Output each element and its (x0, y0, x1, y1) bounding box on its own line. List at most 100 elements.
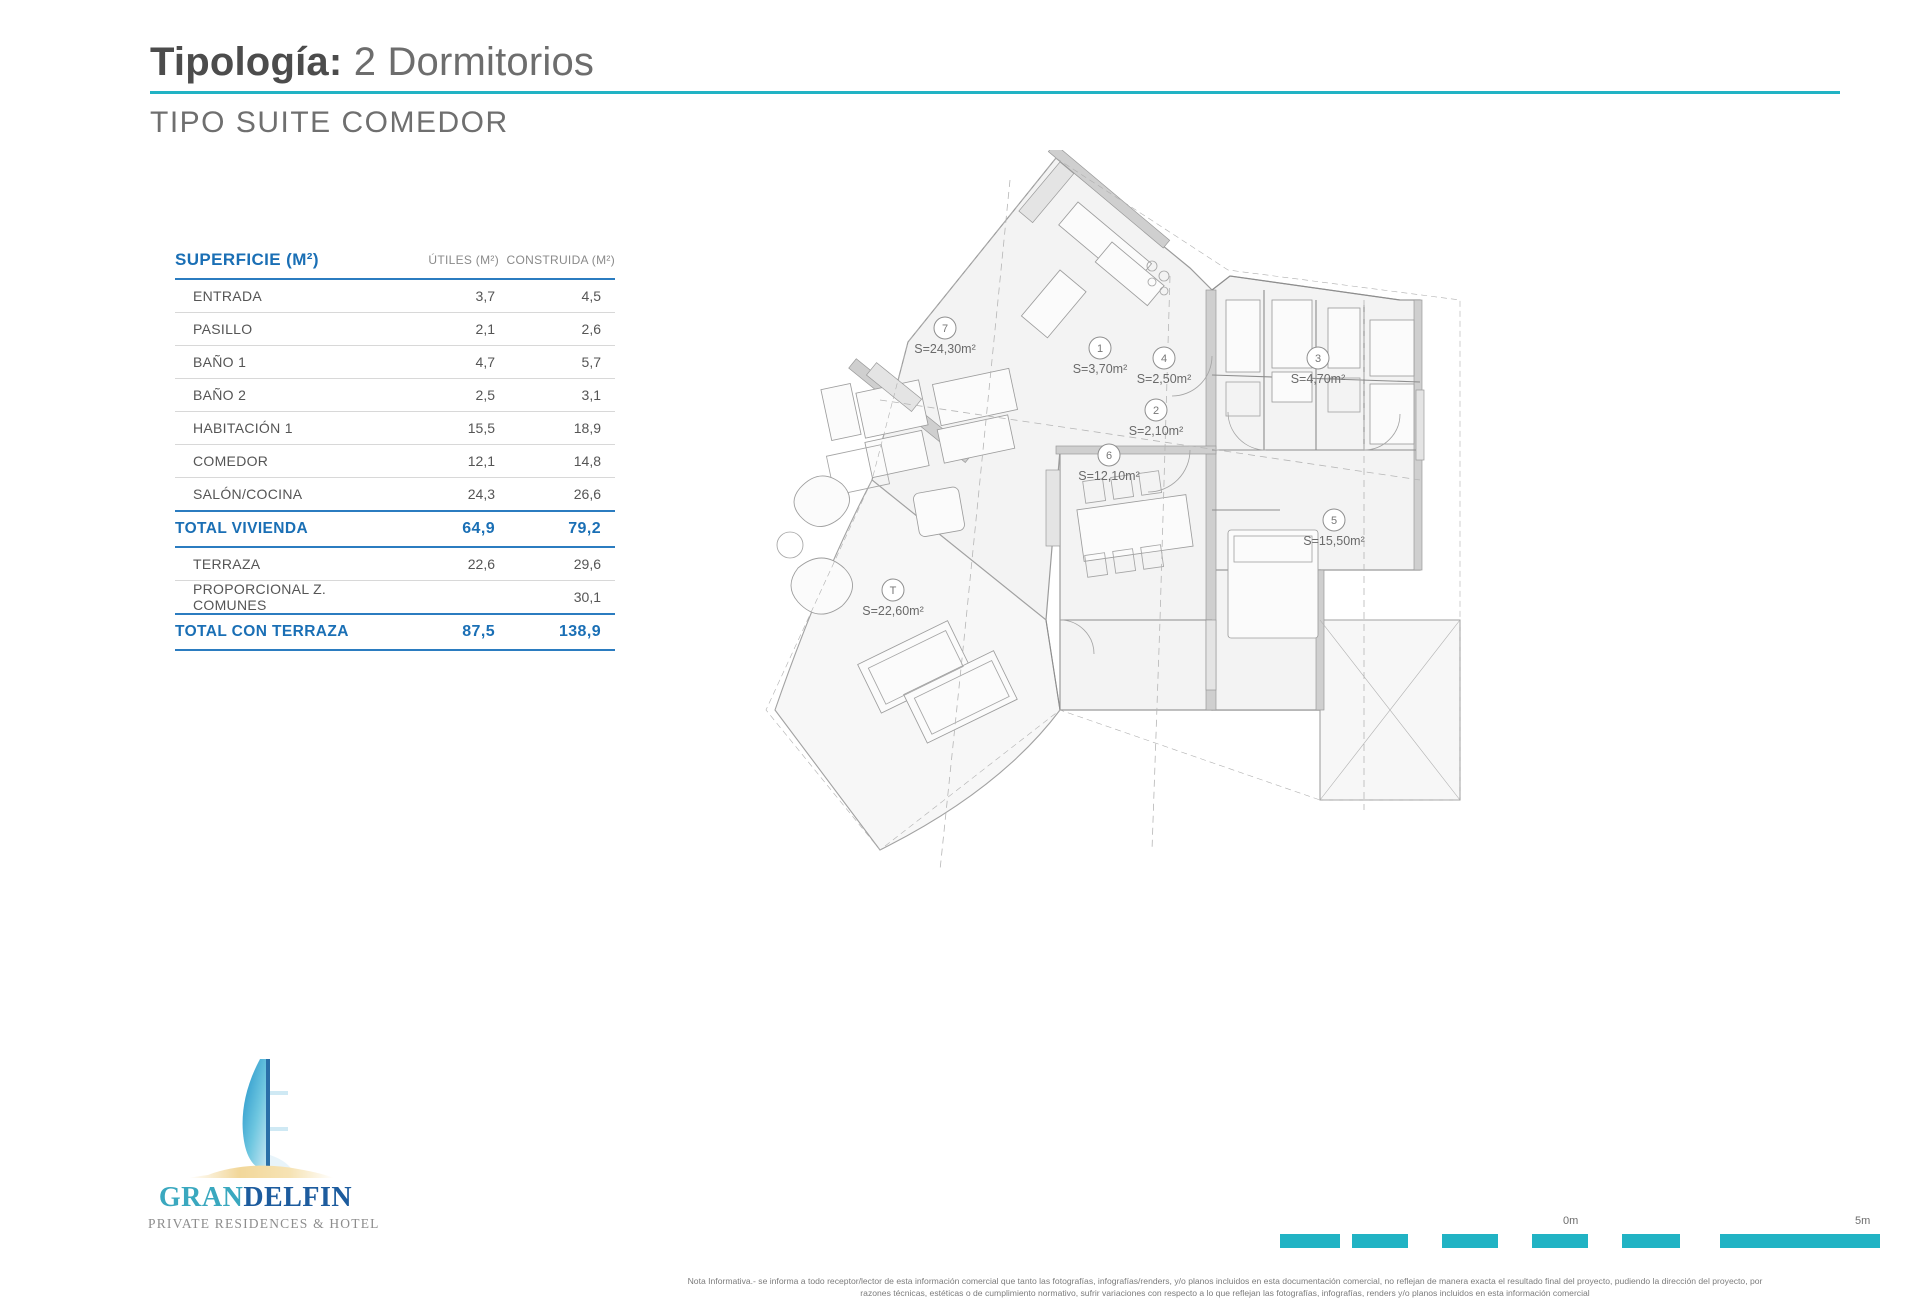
room-bubble (1322, 508, 1346, 532)
table-row: COMEDOR 12,1 14,8 (175, 444, 615, 478)
table-row: TERRAZA 22,6 29,6 (175, 547, 615, 581)
row-utiles: 4,7 (387, 345, 499, 379)
scale-gap (1408, 1234, 1442, 1248)
scale-gap (1340, 1234, 1352, 1248)
row-construida: 3,1 (499, 378, 615, 412)
scale-gap (1588, 1234, 1622, 1248)
room-bubble (1306, 346, 1330, 370)
table-row: SALÓN/COCINA 24,3 26,6 (175, 477, 615, 512)
room-number: 6 (1106, 450, 1112, 462)
row-construida: 79,2 (499, 510, 615, 548)
room-area: S=24,30m² (914, 342, 976, 356)
table-total-row: TOTAL VIVIENDA 64,9 79,2 (175, 510, 615, 548)
room-marker: T S=22,60m² (862, 578, 924, 618)
room-number: 3 (1315, 353, 1321, 365)
table-row: PASILLO 2,1 2,6 (175, 312, 615, 346)
row-utiles: 2,1 (387, 312, 499, 346)
row-construida: 26,6 (499, 477, 615, 512)
row-label: TOTAL VIVIENDA (175, 510, 387, 548)
table-header-row: SUPERFICIE (M²) ÚTILES (M²) CONSTRUIDA (… (175, 250, 615, 280)
title-divider (150, 91, 1840, 94)
row-label: BAÑO 1 (175, 345, 387, 379)
logo-tagline: PRIVATE RESIDENCES & HOTEL (148, 1216, 380, 1231)
room-number: 7 (942, 323, 948, 335)
row-label: ENTRADA (175, 279, 387, 313)
row-label: COMEDOR (175, 444, 387, 478)
row-label: TOTAL CON TERRAZA (175, 613, 387, 651)
row-utiles (387, 580, 499, 615)
row-utiles: 22,6 (387, 547, 499, 581)
room-number: 5 (1331, 515, 1337, 527)
row-construida: 4,5 (499, 279, 615, 313)
row-utiles: 2,5 (387, 378, 499, 412)
scale-start-label: 0m (1563, 1215, 1579, 1227)
row-construida: 30,1 (499, 580, 615, 615)
row-label: BAÑO 2 (175, 378, 387, 412)
scale-bar: 0m 5m (1280, 1215, 1880, 1248)
row-construida: 18,9 (499, 411, 615, 445)
logo-wordmark: GRANDELFIN (148, 1182, 363, 1214)
row-label: HABITACIÓN 1 (175, 411, 387, 445)
row-utiles: 24,3 (387, 477, 499, 512)
row-construida: 29,6 (499, 547, 615, 581)
table-body: ENTRADA 3,7 4,5 PASILLO 2,1 2,6 BAÑO 1 4,7 5,7 BA… (175, 279, 615, 651)
room-area: S=22,60m² (862, 604, 924, 618)
room-marker: 7 S=24,30m² (914, 316, 976, 356)
table-row: HABITACIÓN 1 15,5 18,9 (175, 411, 615, 445)
room-marker: 2 S=2,10m² (1129, 398, 1184, 438)
row-label: PASILLO (175, 312, 387, 346)
column-header-surface: SUPERFICIE (M²) (175, 250, 387, 280)
document-header: Tipología: 2 Dormitorios TIPO SUITE COME… (150, 40, 1850, 140)
title-light: 2 Dormitorios (353, 40, 595, 84)
table-total-row: TOTAL CON TERRAZA 87,5 138,9 (175, 613, 615, 651)
row-label: PROPORCIONAL Z. COMUNES (175, 580, 387, 615)
room-number: 1 (1097, 343, 1103, 355)
table-row: BAÑO 2 2,5 3,1 (175, 378, 615, 412)
row-construida: 138,9 (499, 613, 615, 651)
scale-segment (1622, 1234, 1680, 1248)
row-construida: 2,6 (499, 312, 615, 346)
room-area: S=12,10m² (1078, 469, 1140, 483)
sail-icon (148, 1055, 363, 1180)
scale-segment (1442, 1234, 1498, 1248)
scale-segment (1280, 1234, 1340, 1248)
scale-track (1280, 1234, 1880, 1248)
room-area: S=3,70m² (1073, 362, 1128, 376)
row-utiles: 15,5 (387, 411, 499, 445)
room-number: 2 (1153, 405, 1159, 417)
column-header-utiles: ÚTILES (M²) (387, 250, 499, 280)
room-bubble (1152, 346, 1176, 370)
scale-segment (1352, 1234, 1408, 1248)
room-marker: 3 S=4,70m² (1291, 346, 1346, 386)
row-utiles: 87,5 (387, 613, 499, 651)
room-area: S=4,70m² (1291, 372, 1346, 386)
room-area: S=2,10m² (1129, 424, 1184, 438)
room-marker: 6 S=12,10m² (1078, 443, 1140, 483)
room-bubble (881, 578, 905, 602)
room-marker: 1 S=3,70m² (1073, 336, 1128, 376)
table-row: ENTRADA 3,7 4,5 (175, 279, 615, 313)
room-area: S=2,50m² (1137, 372, 1192, 386)
row-construida: 5,7 (499, 345, 615, 379)
surface-table-container: SUPERFICIE (M²) ÚTILES (M²) CONSTRUIDA (… (175, 250, 615, 651)
scale-labels: 0m 5m (1280, 1215, 1880, 1231)
row-utiles: 64,9 (387, 510, 499, 548)
room-area: S=15,50m² (1303, 534, 1365, 548)
table-row: BAÑO 1 4,7 5,7 (175, 345, 615, 379)
scale-gap (1680, 1234, 1720, 1248)
room-bubble (1088, 336, 1112, 360)
table-row: PROPORCIONAL Z. COMUNES 30,1 (175, 580, 615, 615)
surface-table: SUPERFICIE (M²) ÚTILES (M²) CONSTRUIDA (… (175, 250, 615, 651)
logo-word-delfin: DELFIN (243, 1182, 353, 1213)
floorplan: .wall { fill:none; stroke:#8d8d8d; strok… (760, 150, 1810, 910)
room-bubble (1097, 443, 1121, 467)
page-subtitle: TIPO SUITE COMEDOR (150, 106, 509, 139)
title-strong: Tipología: (150, 40, 343, 84)
column-header-construida: CONSTRUIDA (M²) (499, 250, 615, 280)
room-number: 4 (1161, 353, 1167, 365)
scale-segment (1532, 1234, 1588, 1248)
room-marker: 5 S=15,50m² (1303, 508, 1365, 548)
page-title: Tipología: 2 Dormitorios (150, 40, 1850, 85)
row-utiles: 12,1 (387, 444, 499, 478)
room-bubble (933, 316, 957, 340)
